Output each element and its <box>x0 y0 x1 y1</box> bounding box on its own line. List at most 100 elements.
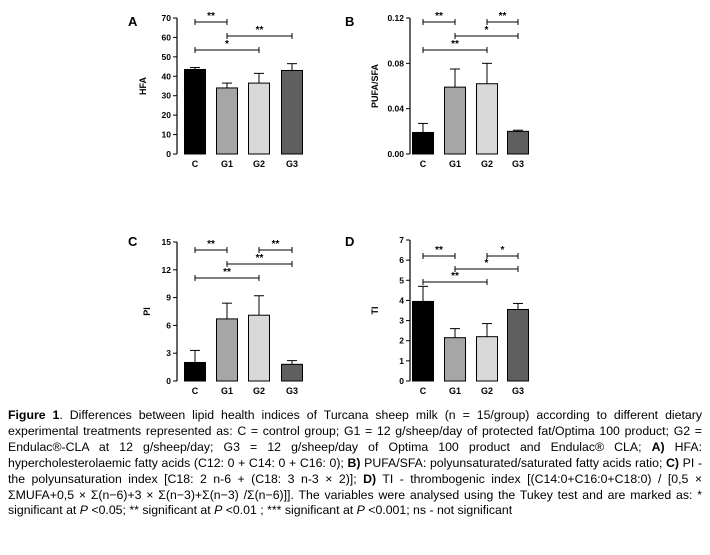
category-label: C <box>192 386 199 396</box>
y-tick-label: 10 <box>162 130 172 140</box>
significance-marker: ** <box>223 267 231 278</box>
caption-panel-a: A) <box>651 439 665 454</box>
significance-marker: ** <box>207 11 215 22</box>
significance-marker: ** <box>435 245 443 256</box>
category-label: G1 <box>221 386 233 396</box>
category-label: G2 <box>481 386 493 396</box>
y-tick-label: 0.08 <box>387 58 404 68</box>
y-tick-label: 3 <box>166 348 171 358</box>
y-tick-label: 9 <box>166 293 171 303</box>
bar-g3 <box>507 130 529 155</box>
category-label: G3 <box>286 159 298 169</box>
bar-g2 <box>476 336 498 382</box>
significance-marker: ** <box>451 271 459 282</box>
caption-p-symbol: P <box>214 503 223 518</box>
category-label: G1 <box>449 386 461 396</box>
significance-marker: * <box>485 258 489 269</box>
caption-p-symbol: P <box>79 503 88 518</box>
significance-marker: ** <box>499 11 507 22</box>
y-tick-label: 12 <box>162 265 172 275</box>
y-tick-label: 6 <box>399 255 404 265</box>
y-tick-label: 3 <box>399 316 404 326</box>
y-tick-label: 30 <box>162 91 172 101</box>
caption-text: TI - thrombogenic index [(C14:0+C16:0+C1… <box>8 471 702 518</box>
y-axis-label: PI <box>142 307 152 316</box>
y-tick-label: 6 <box>166 320 171 330</box>
caption-text: <0.01 ; *** significant at <box>222 503 357 518</box>
y-tick-label: 1 <box>399 356 404 366</box>
significance-marker: * <box>225 39 229 50</box>
bar-g3 <box>281 69 303 155</box>
caption-text: . Differences between lipid health indic… <box>8 408 702 454</box>
bar-c <box>184 361 206 382</box>
caption-text: <0.001; ns - not significant <box>364 503 513 518</box>
caption-label: Figure 1 <box>8 408 60 422</box>
y-axis-label: TI <box>370 307 380 315</box>
category-label: G2 <box>253 159 265 169</box>
bar-g3 <box>507 308 529 382</box>
caption-text: <0.05; ** significant at <box>87 503 215 518</box>
y-tick-label: 0 <box>399 376 404 386</box>
significance-marker: ** <box>435 11 443 22</box>
category-label: G3 <box>286 386 298 396</box>
bar-g3 <box>281 363 303 382</box>
significance-marker: ** <box>451 39 459 50</box>
panel-c: C PI 0 3 6 9 12 15 C G1 G2 G3 ** ** ** ** <box>128 234 303 396</box>
bar-g1 <box>444 86 466 155</box>
y-tick-label: 5 <box>399 275 404 285</box>
y-tick-label: 50 <box>162 52 172 62</box>
significance-marker: * <box>485 25 489 36</box>
panel-letter: C <box>128 234 138 249</box>
caption-panel-c: C) <box>666 455 679 470</box>
bar-g2 <box>248 314 270 382</box>
category-label: C <box>192 159 199 169</box>
y-tick-label: 15 <box>162 237 172 247</box>
significance-marker: ** <box>272 239 280 250</box>
y-tick-label: 40 <box>162 71 172 81</box>
category-label: G3 <box>512 386 524 396</box>
y-axis-label: HFA <box>138 76 148 95</box>
figure-caption: Figure 1. Differences between lipid heal… <box>8 408 702 519</box>
y-tick-label: 0 <box>166 149 171 159</box>
bar-g1 <box>216 318 238 382</box>
y-tick-label: 2 <box>399 336 404 346</box>
bar-c <box>412 300 434 382</box>
y-tick-label: 0 <box>166 376 171 386</box>
y-tick-label: 60 <box>162 32 172 42</box>
caption-p-symbol: P <box>356 503 365 518</box>
y-tick-label: 0.12 <box>387 13 404 23</box>
bar-g1 <box>216 87 238 155</box>
bar-g2 <box>248 82 270 155</box>
y-axis-label: PUFA/SFA <box>370 64 380 109</box>
y-tick-label: 0.00 <box>387 149 404 159</box>
category-label: G2 <box>253 386 265 396</box>
y-tick-label: 70 <box>162 13 172 23</box>
bar-g1 <box>444 337 466 382</box>
significance-marker: ** <box>256 25 264 36</box>
panel-letter: A <box>128 14 138 29</box>
y-tick-label: 7 <box>399 235 404 245</box>
category-label: C <box>420 159 427 169</box>
category-label: G1 <box>449 159 461 169</box>
significance-marker: ** <box>207 239 215 250</box>
category-label: G1 <box>221 159 233 169</box>
bar-c <box>184 68 206 155</box>
caption-text: HFA: hypercholesterolaemic fatty acids (… <box>8 439 702 470</box>
y-tick-label: 0.04 <box>387 104 404 114</box>
panel-letter: D <box>345 234 354 249</box>
significance-marker: * <box>501 245 505 256</box>
panel-letter: B <box>345 14 354 29</box>
y-tick-label: 4 <box>399 295 404 305</box>
bar-g2 <box>476 83 498 155</box>
significance-marker: ** <box>256 253 264 264</box>
caption-text: PI - the polyunsaturation index [C18: 2 … <box>8 455 703 486</box>
category-label: G2 <box>481 159 493 169</box>
caption-text: PUFA/SFA: polyunsaturated/saturated fatt… <box>360 455 667 470</box>
caption-panel-b: B) <box>347 455 361 470</box>
caption-panel-d: D) <box>363 471 377 486</box>
y-tick-label: 20 <box>162 110 172 120</box>
